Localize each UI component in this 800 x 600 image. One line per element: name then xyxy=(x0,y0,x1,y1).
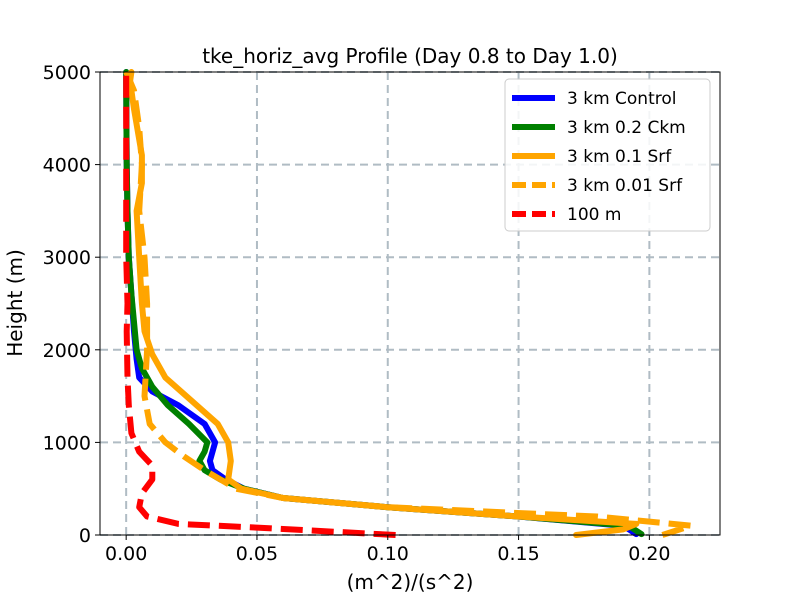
y-tick-label: 2000 xyxy=(43,340,91,362)
legend-label: 3 km 0.01 Srf xyxy=(567,176,683,196)
x-tick-label: 0.10 xyxy=(367,543,409,565)
legend-items: 3 km Control 3 km 0.2 Ckm 3 km 0.1 Srf 3 km… xyxy=(512,89,686,225)
x-tick-label: 0.05 xyxy=(236,543,278,565)
x-axis-title: (m^2)/(s^2) xyxy=(347,570,474,594)
x-tick-label: 0.20 xyxy=(628,543,670,565)
legend-label: 3 km Control xyxy=(567,89,676,109)
legend: 3 km Control 3 km 0.2 Ckm 3 km 0.1 Srf 3 km… xyxy=(504,78,711,232)
y-tick-label: 0 xyxy=(79,525,91,547)
legend-box xyxy=(504,78,711,232)
ticks-layer: 0.00 0.05 0.10 0.15 0.20 0 1000 2000 3000 4000 500… xyxy=(43,62,671,565)
legend-label: 3 km 0.1 Srf xyxy=(567,147,672,167)
y-tick-label: 3000 xyxy=(43,247,91,269)
y-tick-label: 1000 xyxy=(43,432,91,454)
x-tick-label: 0.15 xyxy=(497,543,539,565)
legend-label: 3 km 0.2 Ckm xyxy=(567,118,686,138)
series-line-5 xyxy=(123,72,396,538)
x-tick-label: 0.00 xyxy=(105,543,147,565)
legend-label: 100 m xyxy=(567,205,621,225)
series-layer xyxy=(123,69,695,538)
y-axis-title: Height (m) xyxy=(3,249,27,357)
series-line-4 xyxy=(123,70,695,538)
y-tick-label: 5000 xyxy=(43,62,91,84)
chart-title: tke_horiz_avg Profile (Day 0.8 to Day 1.… xyxy=(202,44,618,68)
plot-frame xyxy=(99,71,721,536)
y-tick-label: 4000 xyxy=(43,155,91,177)
